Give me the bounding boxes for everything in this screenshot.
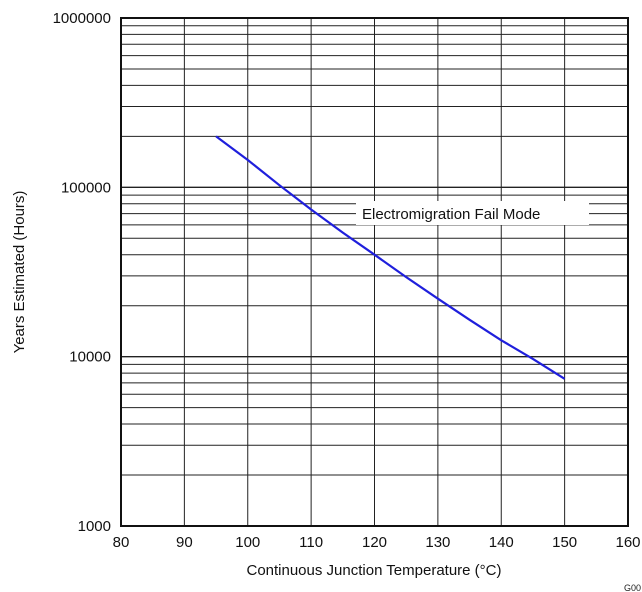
series-layer bbox=[215, 135, 566, 380]
x-tick-label: 160 bbox=[615, 534, 640, 551]
y-tick-label: 100000 bbox=[61, 179, 111, 196]
x-tick-label: 100 bbox=[235, 534, 260, 551]
x-tick-label: 80 bbox=[113, 534, 130, 551]
x-tick-label: 150 bbox=[552, 534, 577, 551]
x-tick-label: 90 bbox=[176, 534, 193, 551]
y-axis-title: Years Estimated (Hours) bbox=[11, 191, 28, 354]
figure-code: G00 bbox=[624, 583, 641, 592]
y-tick-label: 10000 bbox=[69, 349, 111, 366]
annotation: Electromigration Fail Mode bbox=[356, 201, 589, 225]
y-tick-labels: 1000 10000 100000 1000000 bbox=[53, 10, 111, 535]
x-axis-title: Continuous Junction Temperature (°C) bbox=[246, 562, 501, 579]
x-tick-labels: 80 90 100 110 120 130 140 150 160 bbox=[113, 534, 641, 551]
x-tick-label: 120 bbox=[362, 534, 387, 551]
y-tick-label: 1000000 bbox=[53, 10, 111, 27]
x-tick-label: 110 bbox=[299, 534, 323, 551]
x-tick-label: 140 bbox=[489, 534, 514, 551]
plot-frame bbox=[120, 17, 629, 527]
y-tick-label: 1000 bbox=[78, 518, 111, 535]
series-line-0 bbox=[215, 135, 566, 380]
x-tick-label: 130 bbox=[425, 534, 450, 551]
annotation-background bbox=[356, 201, 589, 225]
grid bbox=[121, 18, 628, 526]
annotation-label: Electromigration Fail Mode bbox=[362, 206, 540, 223]
